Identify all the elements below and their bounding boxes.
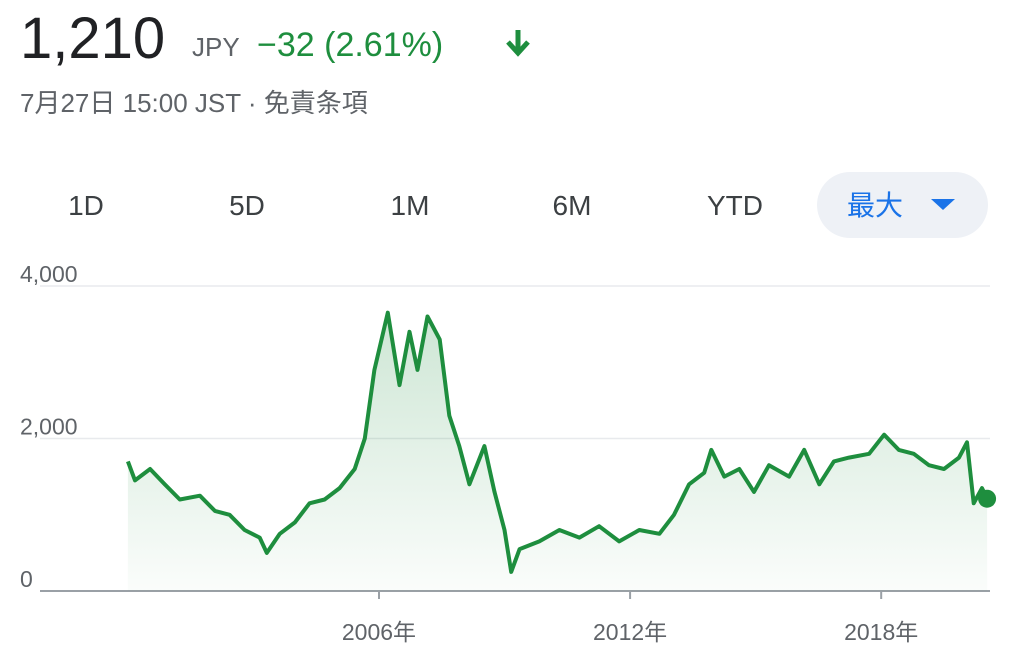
range-label: 最大 bbox=[847, 190, 903, 221]
plot: 0 2,000 4,000 2006年 2012年 2018年 bbox=[20, 261, 997, 645]
range-label: 1M bbox=[391, 190, 430, 221]
x-tick-label: 2006年 bbox=[342, 619, 416, 645]
price-line bbox=[126, 310, 989, 574]
timestamp: 7月27日 15:00 JST · 免責条項 bbox=[20, 88, 368, 118]
price-change: −32 (2.61%) bbox=[257, 26, 443, 64]
range-label: YTD bbox=[707, 190, 763, 221]
y-tick-label: 4,000 bbox=[20, 261, 78, 287]
range-button[interactable]: 1M bbox=[391, 190, 430, 221]
selected-pill bbox=[817, 172, 988, 238]
down-arrow bbox=[506, 30, 530, 57]
range-buttons: 1D 5D 1M 6M YTD 最大 bbox=[68, 172, 988, 238]
range-label: 1D bbox=[68, 190, 104, 221]
y-tick-label: 2,000 bbox=[20, 414, 78, 440]
dropdown-caret bbox=[931, 199, 955, 210]
x-tick-label: 2012年 bbox=[593, 619, 667, 645]
range-button[interactable]: 1D bbox=[68, 190, 104, 221]
range-button[interactable]: 最大 bbox=[817, 172, 988, 238]
last-point bbox=[978, 489, 997, 508]
area bbox=[127, 312, 988, 591]
currency: JPY bbox=[192, 32, 240, 62]
price: 1,210 bbox=[20, 6, 165, 71]
range-label: 6M bbox=[553, 190, 592, 221]
y-tick-label: 0 bbox=[20, 566, 33, 592]
range-button[interactable]: 6M bbox=[553, 190, 592, 221]
range-button[interactable]: YTD bbox=[707, 190, 763, 221]
x-tick-label: 2018年 bbox=[844, 619, 918, 645]
range-label: 5D bbox=[229, 190, 265, 221]
range-button[interactable]: 5D bbox=[229, 190, 265, 221]
